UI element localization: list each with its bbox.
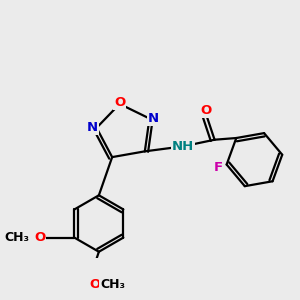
Text: O: O: [34, 231, 45, 244]
Text: O: O: [114, 96, 125, 109]
Text: N: N: [87, 121, 98, 134]
Text: CH₃: CH₃: [4, 231, 29, 244]
Text: N: N: [148, 112, 159, 125]
Text: F: F: [214, 161, 223, 174]
Text: NH: NH: [172, 140, 194, 153]
Text: O: O: [201, 104, 212, 117]
Text: CH₃: CH₃: [100, 278, 125, 291]
Text: O: O: [89, 278, 100, 291]
